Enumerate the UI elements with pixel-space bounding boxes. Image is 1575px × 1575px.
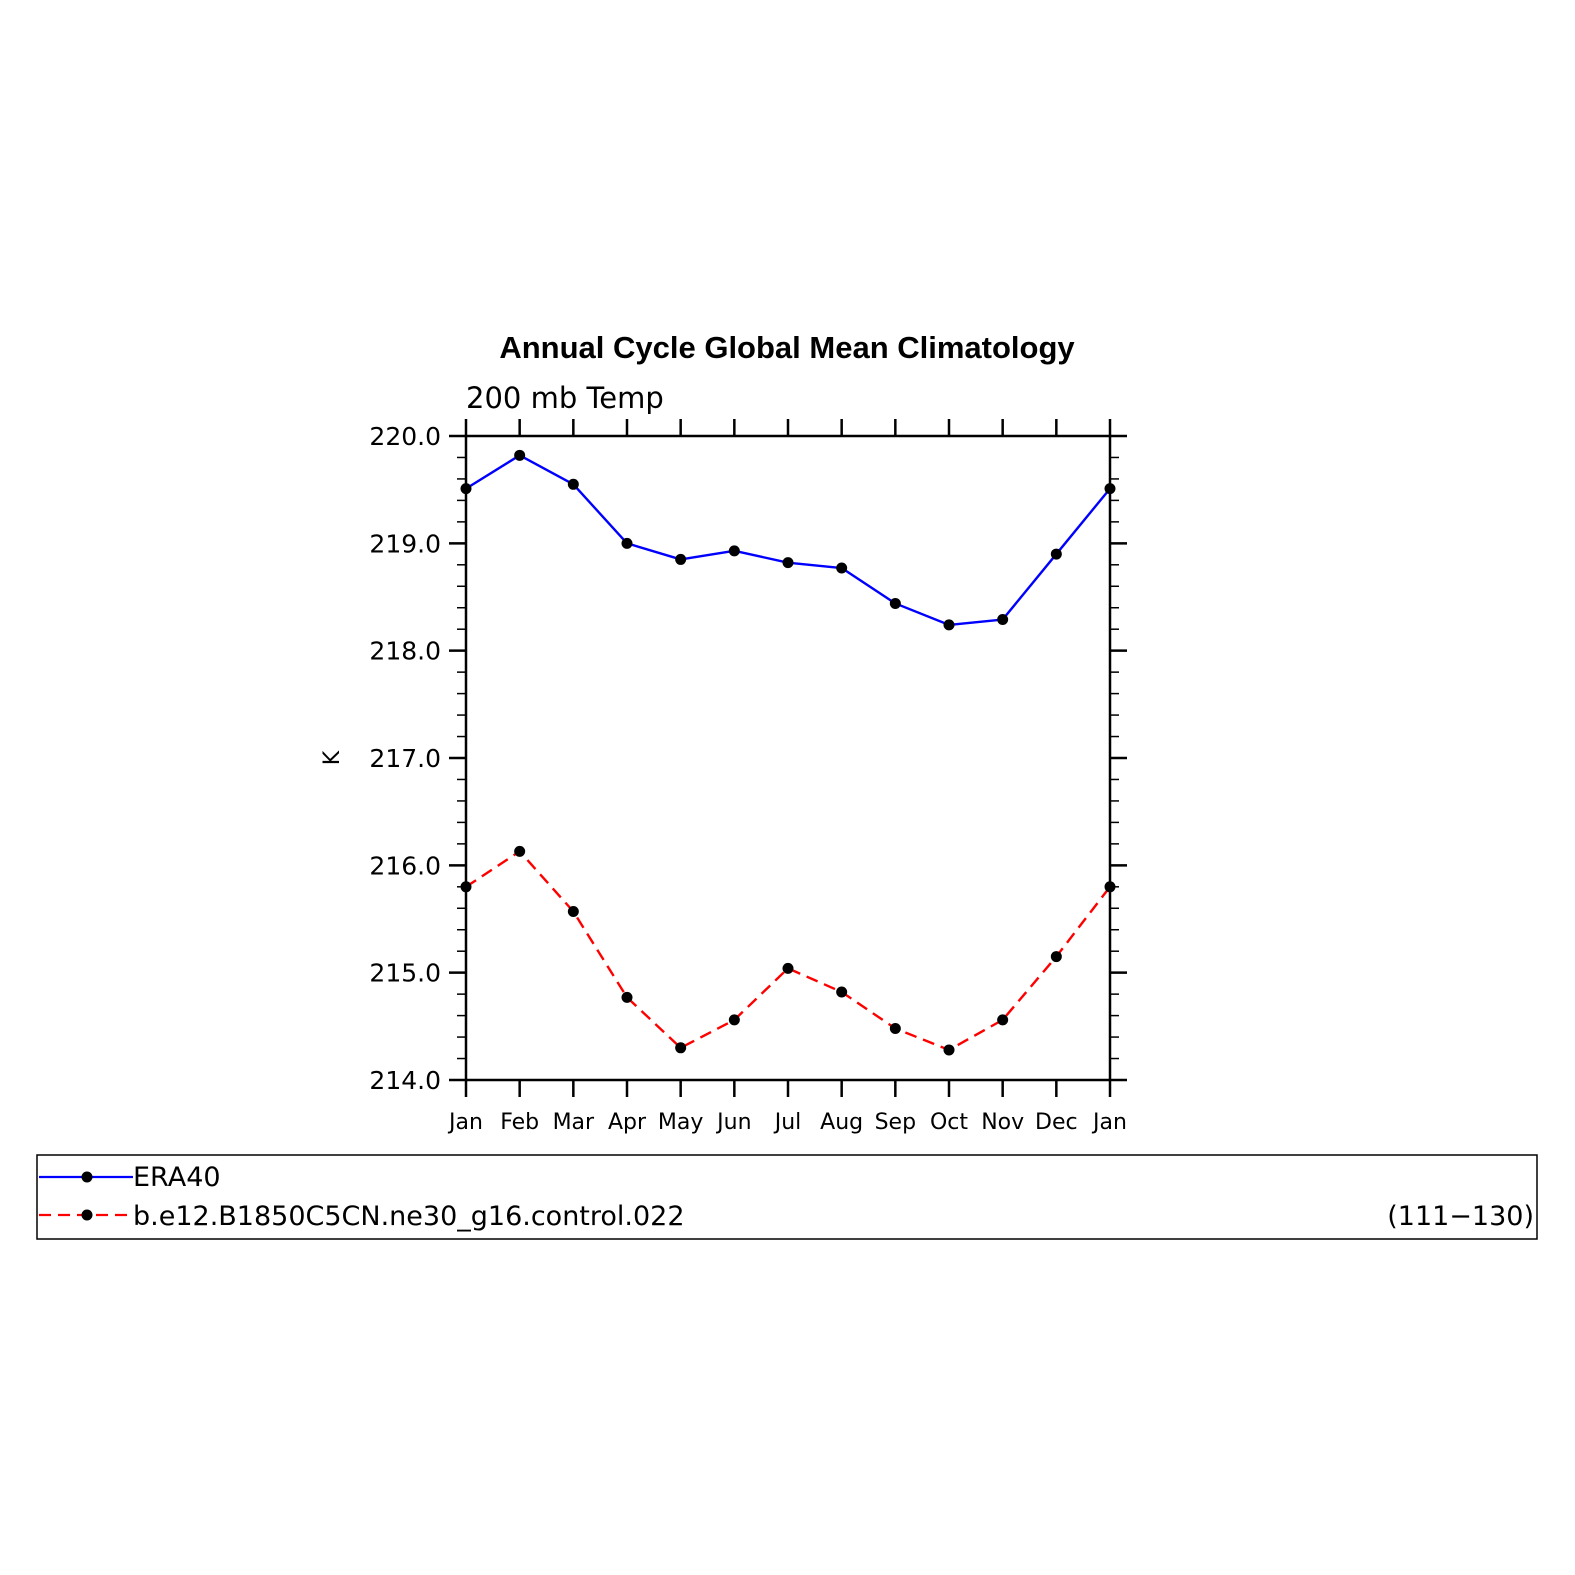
x-tick-label: Feb bbox=[500, 1110, 539, 1135]
data-point bbox=[675, 553, 687, 565]
x-tick-label: Dec bbox=[1035, 1110, 1078, 1135]
x-tick-label: Jan bbox=[1091, 1110, 1127, 1135]
data-point bbox=[997, 614, 1009, 626]
series-line bbox=[465, 850, 1111, 1052]
data-point bbox=[889, 1022, 901, 1034]
data-point bbox=[1104, 881, 1116, 893]
x-tick-label: Oct bbox=[930, 1110, 968, 1135]
series-1 bbox=[460, 845, 1116, 1056]
data-point bbox=[1050, 951, 1062, 963]
data-point bbox=[621, 537, 633, 549]
data-point bbox=[514, 449, 526, 461]
data-point bbox=[675, 1042, 687, 1054]
data-point bbox=[567, 478, 579, 490]
legend-years-note: (111−130) bbox=[1387, 1201, 1534, 1232]
data-point bbox=[460, 483, 472, 495]
legend-box bbox=[36, 1154, 1538, 1240]
chart-title: Annual Cycle Global Mean Climatology bbox=[499, 330, 1075, 365]
legend: ERA40 b.e12.B1850C5CN.ne30_g16.control.0… bbox=[36, 1154, 1538, 1240]
y-tick-label: 220.0 bbox=[369, 422, 441, 451]
data-point bbox=[514, 845, 526, 857]
y-tick-label: 219.0 bbox=[369, 529, 441, 558]
y-axis-label: K bbox=[320, 750, 345, 765]
plot-frame bbox=[464, 434, 1112, 1082]
x-tick-label: Jan bbox=[447, 1110, 483, 1135]
legend-era40-marker bbox=[81, 1171, 93, 1183]
legend-era40-label: ERA40 bbox=[133, 1162, 221, 1193]
series-0 bbox=[460, 449, 1116, 631]
data-point bbox=[728, 1014, 740, 1026]
plot-axes: Jan Feb Mar Apr May Jun Jul Aug Sep Oct Nov Dec Jan2… bbox=[369, 419, 1127, 1135]
series-layer bbox=[460, 449, 1116, 1056]
data-point bbox=[621, 991, 633, 1003]
data-point bbox=[1104, 483, 1116, 495]
data-point bbox=[567, 905, 579, 917]
y-tick-label: 214.0 bbox=[369, 1066, 441, 1095]
data-point bbox=[836, 562, 848, 574]
data-point bbox=[782, 962, 794, 974]
data-point bbox=[782, 557, 794, 569]
data-point bbox=[728, 545, 740, 557]
data-point bbox=[943, 619, 955, 631]
y-tick-label: 215.0 bbox=[369, 959, 441, 988]
x-tick-label: May bbox=[658, 1110, 703, 1135]
data-point bbox=[836, 986, 848, 998]
x-tick-label: Apr bbox=[608, 1110, 647, 1135]
y-tick-label: 217.0 bbox=[369, 744, 441, 773]
legend-model-label: b.e12.B1850C5CN.ne30_g16.control.022 bbox=[133, 1201, 685, 1232]
y-tick-label: 218.0 bbox=[369, 637, 441, 666]
data-point bbox=[460, 881, 472, 893]
x-tick-label: Aug bbox=[820, 1110, 863, 1135]
series-line bbox=[465, 454, 1111, 627]
data-point bbox=[943, 1044, 955, 1056]
chart-subtitle: 200 mb Temp bbox=[466, 381, 664, 415]
y-tick-label: 216.0 bbox=[369, 851, 441, 880]
x-tick-label: Jul bbox=[773, 1110, 802, 1135]
data-point bbox=[997, 1014, 1009, 1026]
x-tick-label: Mar bbox=[553, 1110, 595, 1135]
data-point bbox=[889, 597, 901, 609]
x-tick-label: Jun bbox=[715, 1110, 751, 1135]
x-tick-label: Nov bbox=[981, 1110, 1024, 1135]
legend-model-marker bbox=[81, 1209, 93, 1221]
x-tick-label: Sep bbox=[875, 1110, 916, 1135]
data-point bbox=[1050, 548, 1062, 560]
